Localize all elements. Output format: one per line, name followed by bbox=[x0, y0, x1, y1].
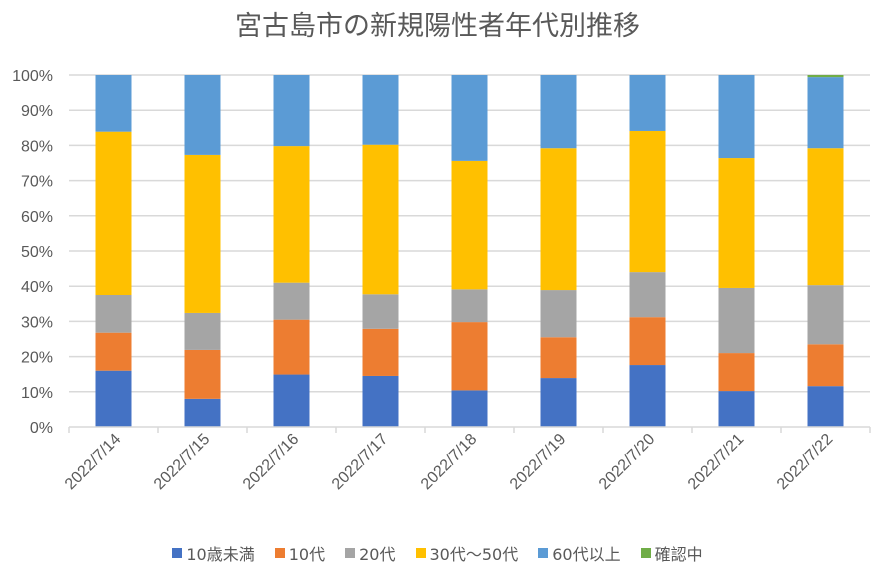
legend-label: 20代 bbox=[359, 545, 396, 564]
bar-segment bbox=[718, 391, 755, 427]
x-tick-label: 2022/7/17 bbox=[329, 431, 391, 493]
x-tick-label: 2022/7/15 bbox=[151, 431, 213, 493]
bar-segment bbox=[807, 75, 844, 78]
x-tick-label: 2022/7/19 bbox=[507, 431, 569, 493]
legend-swatch bbox=[538, 548, 549, 558]
legend-item: 60代以上 bbox=[538, 541, 621, 565]
bar-segment bbox=[807, 148, 844, 286]
bar-segment bbox=[451, 75, 488, 161]
bar-segment bbox=[629, 317, 666, 366]
bar-segment bbox=[807, 77, 844, 149]
legend-swatch bbox=[172, 548, 183, 558]
legend-item: 10代 bbox=[274, 541, 326, 565]
bar-segment bbox=[184, 312, 221, 350]
bar-segment bbox=[273, 374, 310, 427]
bar-segment bbox=[451, 160, 488, 290]
bar-segment bbox=[95, 370, 132, 427]
bar-segment bbox=[807, 386, 844, 427]
legend-label: 30代～50代 bbox=[429, 545, 519, 564]
x-tick-label: 2022/7/14 bbox=[62, 431, 124, 493]
y-tick-label: 100% bbox=[12, 68, 53, 85]
bar-segment bbox=[807, 285, 844, 345]
bar-segment bbox=[540, 337, 577, 379]
legend-item: 確認中 bbox=[640, 541, 703, 565]
legend-swatch bbox=[345, 548, 356, 558]
bar-segment bbox=[95, 332, 132, 371]
y-tick-label: 0% bbox=[30, 420, 53, 437]
bar-segment bbox=[807, 344, 844, 387]
bar-segment bbox=[362, 75, 399, 145]
bar-segment bbox=[629, 130, 666, 273]
bar-segment bbox=[184, 75, 221, 155]
bar-segment bbox=[718, 287, 755, 354]
bar-segment bbox=[540, 378, 577, 427]
bar-segment bbox=[718, 353, 755, 392]
bar-segment bbox=[362, 375, 399, 427]
legend-item: 20代 bbox=[345, 541, 396, 565]
y-tick-label: 80% bbox=[21, 138, 53, 155]
bar-segment bbox=[362, 294, 399, 329]
bar-segment bbox=[95, 131, 132, 295]
chart-title: 宮古島市の新規陽性者年代別推移 bbox=[235, 11, 640, 42]
bar-segment bbox=[718, 75, 755, 159]
x-tick-label: 2022/7/20 bbox=[596, 431, 658, 493]
bar-segment bbox=[540, 290, 577, 338]
bar-segment bbox=[540, 148, 577, 291]
chart-legend: 10歳未満 10代 20代 30代～50代 60代以上 確認中 bbox=[0, 541, 875, 565]
legend-swatch bbox=[640, 548, 651, 558]
y-tick-label: 50% bbox=[21, 244, 53, 261]
bar-segment bbox=[184, 349, 221, 399]
bar-segment bbox=[718, 158, 755, 288]
bar-segment bbox=[273, 319, 310, 375]
bar-segment bbox=[273, 282, 310, 320]
legend-label: 10代 bbox=[288, 545, 326, 564]
y-tick-label: 40% bbox=[21, 279, 53, 296]
y-tick-label: 20% bbox=[21, 350, 53, 367]
bar-segment bbox=[273, 146, 310, 283]
bar-segment bbox=[451, 322, 488, 391]
y-tick-label: 70% bbox=[21, 174, 53, 191]
legend-item: 10歳未満 bbox=[172, 541, 255, 565]
legend-label: 10歳未満 bbox=[186, 545, 255, 564]
x-tick-label: 2022/7/22 bbox=[774, 431, 836, 493]
legend-swatch bbox=[415, 548, 426, 558]
x-tick-label: 2022/7/21 bbox=[685, 431, 747, 493]
bar-segment bbox=[184, 398, 221, 427]
y-tick-label: 60% bbox=[21, 209, 53, 226]
bar-segment bbox=[273, 75, 310, 147]
bar-segment bbox=[629, 75, 666, 131]
legend-item: 30代～50代 bbox=[415, 541, 519, 565]
x-tick-label: 2022/7/16 bbox=[240, 431, 302, 493]
bar-segment bbox=[184, 154, 221, 313]
bar-segment bbox=[540, 75, 577, 149]
legend-swatch bbox=[274, 548, 285, 558]
bar-segment bbox=[451, 289, 488, 323]
y-tick-label: 10% bbox=[21, 385, 53, 402]
bar-segment bbox=[95, 295, 132, 333]
legend-label: 確認中 bbox=[654, 545, 703, 564]
legend-label: 60代以上 bbox=[552, 545, 621, 564]
y-tick-label: 90% bbox=[21, 103, 53, 120]
bar-segment bbox=[362, 328, 399, 376]
bar-segment bbox=[451, 390, 488, 427]
bar-segment bbox=[629, 365, 666, 427]
x-tick-label: 2022/7/18 bbox=[418, 431, 480, 493]
bar-segment bbox=[95, 75, 132, 132]
bar-segment bbox=[362, 144, 399, 295]
bar-segment bbox=[629, 272, 666, 318]
y-tick-label: 30% bbox=[21, 314, 53, 331]
